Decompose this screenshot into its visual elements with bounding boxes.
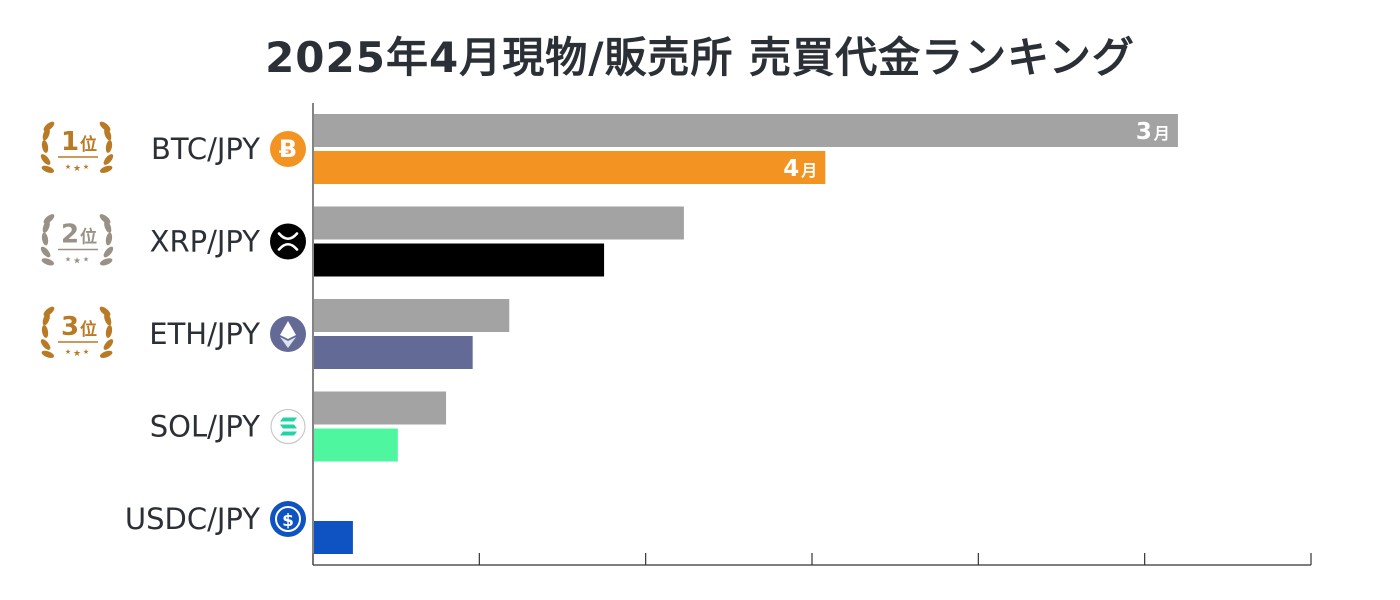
- ethereum-icon: [270, 316, 306, 352]
- category-label: BTC/JPY: [151, 132, 260, 166]
- star-icon: ★: [83, 163, 89, 171]
- laurel-leaf: [105, 232, 113, 246]
- laurel-leaf: [99, 258, 113, 266]
- laurel-leaf: [105, 325, 113, 338]
- star-icon: ★: [65, 256, 71, 264]
- laurel-leaf: [42, 220, 50, 233]
- laurel-leaf: [42, 128, 50, 141]
- laurel-leaf: [104, 220, 112, 233]
- category-label: SOL/JPY: [150, 410, 261, 444]
- star-icon: ★: [83, 348, 89, 356]
- bar: [314, 114, 1178, 147]
- bitcoin-glyph: Ƀ: [279, 135, 297, 163]
- star-icon: ★: [73, 164, 81, 174]
- laurel-leaf: [40, 339, 51, 350]
- category-label: USDC/JPY: [125, 502, 260, 536]
- usdc-glyph: $: [282, 511, 294, 531]
- star-icon: ★: [65, 348, 71, 356]
- xrp-circle: [270, 223, 306, 260]
- laurel-leaf: [103, 154, 114, 165]
- bar-label-suffix: 月: [1153, 124, 1170, 143]
- laurel-leaf: [41, 232, 49, 246]
- laurel-leaf: [99, 350, 113, 358]
- bar: [314, 428, 398, 462]
- laurel-wreath-icon: [40, 306, 114, 358]
- laurel-wreath-icon: [40, 214, 114, 266]
- star-icon: ★: [73, 257, 81, 267]
- rank-badge: 2位★ ★ ★: [40, 214, 114, 267]
- rank-label: 1位: [61, 127, 97, 157]
- laurel-leaf: [104, 128, 112, 141]
- ethereum-top: [280, 321, 296, 339]
- rank-suffix: 位: [80, 134, 97, 155]
- category-label: XRP/JPY: [150, 225, 261, 259]
- laurel-leaf: [40, 154, 51, 165]
- laurel-leaf: [105, 140, 113, 153]
- star-icon: ★: [83, 256, 89, 264]
- solana-icon: [270, 408, 306, 445]
- solana-stripe: [280, 424, 297, 429]
- rank-suffix: 位: [80, 227, 97, 248]
- laurel-leaf: [41, 350, 55, 358]
- solana-glyph: [280, 417, 297, 436]
- laurel-leaf: [103, 339, 114, 350]
- usdc-ring: [275, 506, 301, 532]
- bar-label-suffix: 月: [800, 161, 817, 180]
- laurel-leaf: [41, 325, 49, 338]
- chart-title: 2025年4月現物/販売所 売買代金ランキング: [265, 33, 1135, 82]
- laurel-leaf: [41, 258, 55, 266]
- bar: [314, 391, 447, 425]
- laurel-leaf: [103, 246, 114, 258]
- rank-number: 2: [61, 220, 79, 250]
- rank-number: 3: [61, 312, 79, 342]
- bar-label-number: 4: [783, 156, 799, 182]
- bar-label-number: 3: [1136, 119, 1152, 145]
- category-label: ETH/JPY: [149, 317, 260, 351]
- rank-badge: 3位★ ★ ★: [40, 306, 114, 359]
- solana-stripe: [280, 417, 297, 422]
- bitcoin-circle: [270, 131, 306, 167]
- bar: [314, 151, 826, 184]
- solana-stripe: [280, 431, 297, 436]
- rank-label: 2位: [61, 220, 97, 250]
- bar: [314, 243, 605, 277]
- rank-number: 1: [61, 127, 79, 157]
- ethereum-bottom: [280, 337, 296, 348]
- laurel-wreath-icon: [40, 121, 114, 173]
- laurel-leaf: [41, 140, 49, 153]
- star-icon: ★: [65, 163, 71, 171]
- bar: [314, 206, 684, 240]
- laurel-leaf: [99, 165, 113, 173]
- xrp-glyph: [277, 232, 299, 251]
- usdc-icon: $: [270, 501, 306, 537]
- rank-suffix: 位: [80, 319, 97, 340]
- star-icon: ★: [73, 349, 81, 359]
- bar: [314, 336, 473, 369]
- xrp-icon: [270, 223, 306, 260]
- bar: [314, 299, 510, 332]
- laurel-leaf: [42, 313, 50, 326]
- laurel-leaf: [41, 165, 55, 173]
- bitcoin-icon: Ƀ: [270, 131, 306, 167]
- bar: [314, 521, 353, 554]
- rank-badge: 1位★ ★ ★: [40, 121, 114, 174]
- laurel-leaf: [40, 246, 51, 258]
- laurel-leaf: [104, 313, 112, 326]
- rank-label: 3位: [61, 312, 97, 342]
